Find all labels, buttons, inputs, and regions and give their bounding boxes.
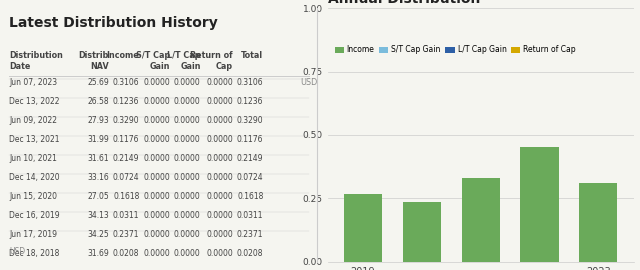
Text: 0.2371: 0.2371: [237, 230, 264, 239]
Text: 0.0000: 0.0000: [143, 173, 170, 182]
Text: Jun 15, 2020: Jun 15, 2020: [10, 192, 58, 201]
Text: 0.0000: 0.0000: [206, 135, 233, 144]
Text: 0.0724: 0.0724: [237, 173, 264, 182]
Text: 0.0000: 0.0000: [143, 97, 170, 106]
Text: 0.0000: 0.0000: [143, 249, 170, 258]
Bar: [520, 147, 559, 262]
Text: 26.58: 26.58: [87, 97, 109, 106]
Text: 0.0000: 0.0000: [174, 230, 201, 239]
Text: 34.13: 34.13: [87, 211, 109, 220]
Text: 0.0000: 0.0000: [174, 192, 201, 201]
Text: Dec 14, 2020: Dec 14, 2020: [10, 173, 60, 182]
Bar: [461, 177, 500, 262]
Text: 0.0000: 0.0000: [174, 154, 201, 163]
Text: 0.0000: 0.0000: [143, 78, 170, 87]
Text: 31.99: 31.99: [87, 135, 109, 144]
Text: 0.0000: 0.0000: [143, 154, 170, 163]
Text: 0.0000: 0.0000: [174, 173, 201, 182]
Text: 31.61: 31.61: [87, 154, 109, 163]
Text: 0.1236: 0.1236: [113, 97, 140, 106]
Text: Return of
Cap: Return of Cap: [190, 51, 233, 71]
Text: 0.0000: 0.0000: [174, 211, 201, 220]
Text: 0.0000: 0.0000: [174, 116, 201, 125]
Text: 0.0000: 0.0000: [174, 249, 201, 258]
Legend: Income, S/T Cap Gain, L/T Cap Gain, Return of Cap: Income, S/T Cap Gain, L/T Cap Gain, Retu…: [332, 42, 579, 58]
Text: Total: Total: [241, 51, 264, 60]
Text: 0.2149: 0.2149: [237, 154, 264, 163]
Text: Annual Distribution: Annual Distribution: [328, 0, 480, 6]
Text: 0.0000: 0.0000: [206, 97, 233, 106]
Text: Distrib
NAV: Distrib NAV: [79, 51, 109, 71]
Text: 0.2149: 0.2149: [113, 154, 140, 163]
Text: 0.0000: 0.0000: [206, 154, 233, 163]
Text: 0.2371: 0.2371: [113, 230, 140, 239]
Text: Dec 13, 2021: Dec 13, 2021: [10, 135, 60, 144]
Text: 0.0000: 0.0000: [143, 192, 170, 201]
Bar: [344, 194, 382, 262]
Text: 34.25: 34.25: [87, 230, 109, 239]
Text: S/T Cap
Gain: S/T Cap Gain: [136, 51, 170, 71]
Text: 0.0000: 0.0000: [206, 230, 233, 239]
Text: 25.69: 25.69: [87, 78, 109, 87]
Text: Dec 13, 2022: Dec 13, 2022: [10, 97, 60, 106]
Text: 0.1618: 0.1618: [113, 192, 140, 201]
Text: ⊞: ⊞: [626, 0, 637, 1]
Text: 0.0000: 0.0000: [174, 97, 201, 106]
Text: 0.0000: 0.0000: [143, 211, 170, 220]
Text: USD: USD: [10, 247, 26, 255]
Text: 0.0000: 0.0000: [206, 116, 233, 125]
Text: 0.0208: 0.0208: [237, 249, 264, 258]
Text: Jun 09, 2022: Jun 09, 2022: [10, 116, 58, 125]
Text: 0.0000: 0.0000: [206, 192, 233, 201]
Text: 0.0000: 0.0000: [206, 173, 233, 182]
Text: 0.0000: 0.0000: [206, 249, 233, 258]
Text: 0.3290: 0.3290: [113, 116, 140, 125]
Text: 0.0000: 0.0000: [143, 135, 170, 144]
Text: 0.0724: 0.0724: [113, 173, 140, 182]
Text: Jun 10, 2021: Jun 10, 2021: [10, 154, 58, 163]
Text: 0.0311: 0.0311: [113, 211, 140, 220]
Text: 0.0000: 0.0000: [206, 78, 233, 87]
Text: L/T Cap
Gain: L/T Cap Gain: [167, 51, 201, 71]
Text: 0.1176: 0.1176: [113, 135, 140, 144]
Text: 27.93: 27.93: [87, 116, 109, 125]
Text: 0.3106: 0.3106: [237, 78, 264, 87]
Bar: [403, 202, 441, 262]
Text: 0.0208: 0.0208: [113, 249, 140, 258]
Text: 31.69: 31.69: [87, 249, 109, 258]
Text: Distribution
Date: Distribution Date: [10, 51, 63, 71]
Text: 33.16: 33.16: [87, 173, 109, 182]
Text: 0.0311: 0.0311: [237, 211, 264, 220]
Text: Dec 16, 2019: Dec 16, 2019: [10, 211, 60, 220]
Text: 0.1176: 0.1176: [237, 135, 264, 144]
Text: 0.0000: 0.0000: [143, 116, 170, 125]
Text: Income: Income: [107, 51, 140, 60]
Text: Jun 17, 2019: Jun 17, 2019: [10, 230, 58, 239]
Bar: [579, 183, 618, 262]
Text: Dec 18, 2018: Dec 18, 2018: [10, 249, 60, 258]
Text: 0.3106: 0.3106: [113, 78, 140, 87]
Text: 27.05: 27.05: [87, 192, 109, 201]
Text: 0.0000: 0.0000: [206, 211, 233, 220]
Text: 0.1236: 0.1236: [237, 97, 264, 106]
Text: 0.3290: 0.3290: [237, 116, 264, 125]
Text: Latest Distribution History: Latest Distribution History: [10, 16, 218, 30]
Text: 0.0000: 0.0000: [174, 78, 201, 87]
Text: 0.0000: 0.0000: [174, 135, 201, 144]
Text: 0.1618: 0.1618: [237, 192, 264, 201]
Text: USD: USD: [300, 78, 317, 87]
Text: Jun 07, 2023: Jun 07, 2023: [10, 78, 58, 87]
Text: 0.0000: 0.0000: [143, 230, 170, 239]
